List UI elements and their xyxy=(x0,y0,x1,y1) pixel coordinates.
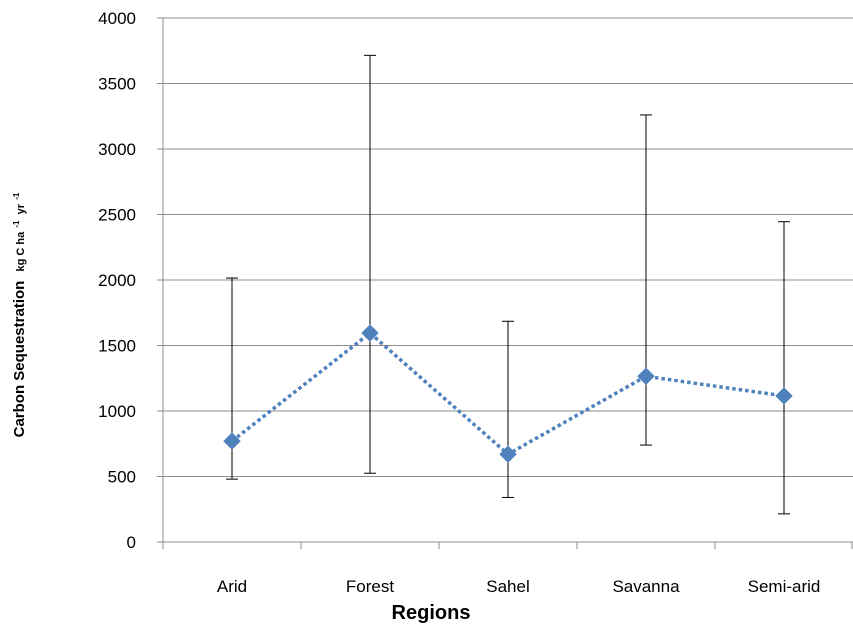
y-axis-unit-mid: yr xyxy=(15,203,27,214)
y-axis-unit-exp1: -1 xyxy=(12,220,21,228)
x-tick-label: Semi-arid xyxy=(748,577,821,596)
x-tick-label: Sahel xyxy=(486,577,529,596)
y-tick-labels: 0 500 1000 1500 2000 2500 3000 3500 4000 xyxy=(98,9,136,552)
y-tick-label: 3500 xyxy=(98,75,136,94)
axes xyxy=(157,17,853,549)
y-tick-label: 1000 xyxy=(98,402,136,421)
data-points xyxy=(223,324,793,463)
y-tick-label: 2500 xyxy=(98,206,136,225)
error-bars xyxy=(226,54,790,515)
x-axis-title: Regions xyxy=(392,602,471,624)
y-axis-unit-exp2: -1 xyxy=(12,192,21,200)
data-point-forest xyxy=(361,324,379,342)
data-point-savanna xyxy=(637,367,655,385)
y-tick-label: 1500 xyxy=(98,337,136,356)
y-tick-label: 2000 xyxy=(98,271,136,290)
data-point-arid xyxy=(223,432,241,450)
y-tick-label: 3000 xyxy=(98,140,136,159)
data-point-sahel xyxy=(499,445,517,463)
y-tick-label: 0 xyxy=(127,533,136,552)
x-tick-label: Forest xyxy=(346,577,394,596)
y-tick-label: 4000 xyxy=(98,9,136,28)
x-tick-label: Savanna xyxy=(612,577,680,596)
y-tick-label: 500 xyxy=(108,468,136,487)
x-tick-label: Arid xyxy=(217,577,247,596)
data-point-semi-arid xyxy=(775,387,793,405)
y-axis-unit-main: kg C ha xyxy=(15,231,27,272)
y-axis-title-text: Carbon Sequestration xyxy=(11,281,28,438)
y-axis-title: Carbon Sequestration kg C ha -1 yr -1 xyxy=(6,192,28,437)
x-tick-labels: Arid Forest Sahel Savanna Semi-arid xyxy=(217,577,820,596)
